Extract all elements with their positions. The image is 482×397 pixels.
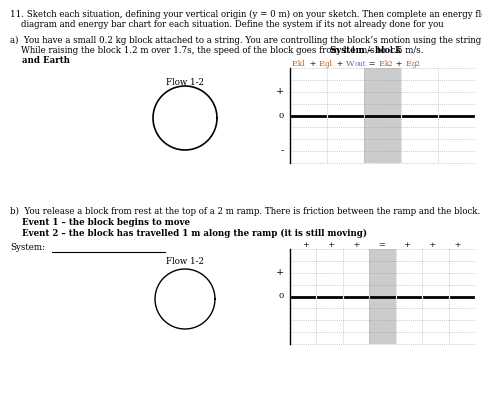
Text: b)  You release a block from rest at the top of a 2 m ramp. There is friction be: b) You release a block from rest at the … xyxy=(10,207,480,216)
Text: Event 1 – the block begins to move: Event 1 – the block begins to move xyxy=(10,218,190,227)
Text: g1: g1 xyxy=(325,60,334,68)
Text: E: E xyxy=(319,60,325,68)
Text: +       +       +       =       +       +       +: + + + = + + + xyxy=(303,241,462,249)
Text: +: + xyxy=(276,87,284,96)
Text: and Earth: and Earth xyxy=(10,56,70,65)
Text: E: E xyxy=(378,60,385,68)
Text: System – block: System – block xyxy=(330,46,401,55)
Bar xyxy=(364,68,401,163)
Text: +: + xyxy=(276,268,284,277)
Text: =: = xyxy=(366,60,378,68)
Text: a)  You have a small 0.2 kg block attached to a string. You are controlling the : a) You have a small 0.2 kg block attache… xyxy=(10,36,482,45)
Text: Flow 1-2: Flow 1-2 xyxy=(166,78,204,87)
Text: W: W xyxy=(346,60,355,68)
Text: E: E xyxy=(405,60,412,68)
Text: k2: k2 xyxy=(385,60,393,68)
Text: E: E xyxy=(292,60,298,68)
Text: 0: 0 xyxy=(279,112,284,119)
Text: g2: g2 xyxy=(412,60,420,68)
Text: out: out xyxy=(355,60,366,68)
Text: +: + xyxy=(307,60,319,68)
Bar xyxy=(369,249,396,344)
Text: diagram and energy bar chart for each situation. Define the system if its not al: diagram and energy bar chart for each si… xyxy=(10,20,443,29)
Text: Flow 1-2: Flow 1-2 xyxy=(166,257,204,266)
Text: 11. Sketch each situation, defining your vertical origin (y = 0 m) on your sketc: 11. Sketch each situation, defining your… xyxy=(10,10,482,19)
Text: 0: 0 xyxy=(279,293,284,301)
Text: System:: System: xyxy=(10,243,45,252)
Text: While raising the block 1.2 m over 1.7s, the speed of the block goes from 1.1 m/: While raising the block 1.2 m over 1.7s,… xyxy=(10,46,426,55)
Text: k1: k1 xyxy=(298,60,307,68)
Text: -: - xyxy=(281,146,284,156)
Text: +: + xyxy=(334,60,346,68)
Text: +: + xyxy=(393,60,405,68)
Text: Event 2 – the block has travelled 1 m along the ramp (it is still moving): Event 2 – the block has travelled 1 m al… xyxy=(10,229,367,238)
